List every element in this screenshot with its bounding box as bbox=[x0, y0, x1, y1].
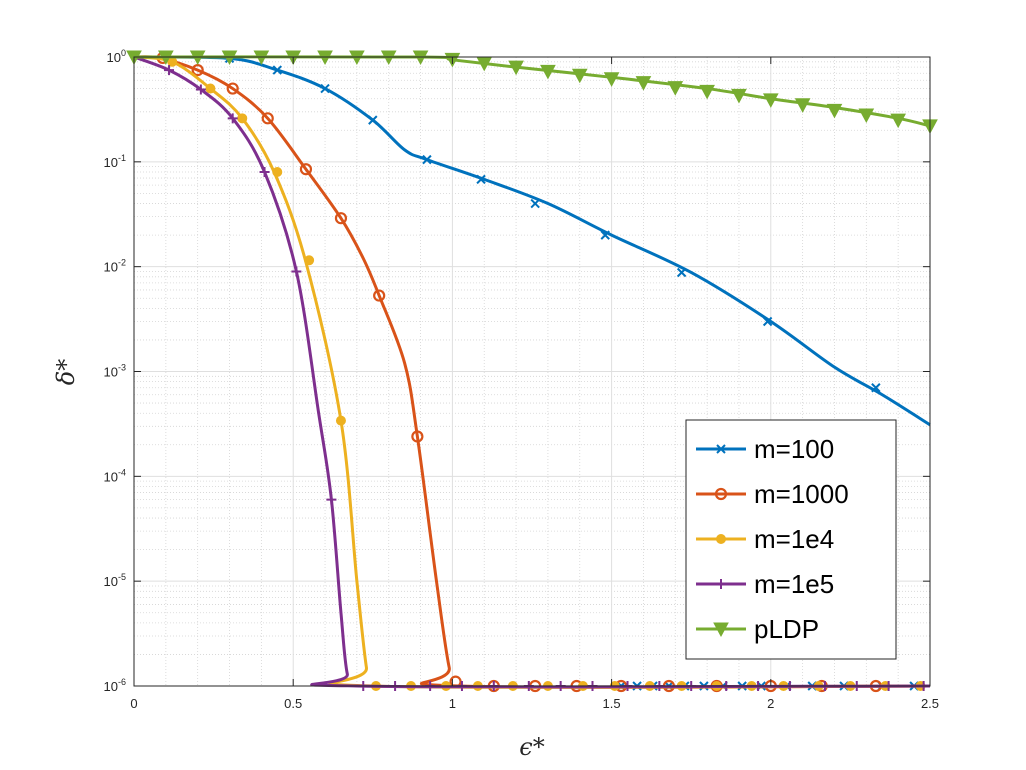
data-point-m-1e5 bbox=[326, 494, 337, 505]
data-point-pldp bbox=[571, 68, 588, 84]
data-point-m-1e4 bbox=[237, 113, 248, 124]
y-tick-label: 10-2 bbox=[104, 258, 126, 275]
legend-marker bbox=[716, 444, 726, 454]
x-tick-label: 2.5 bbox=[921, 696, 939, 711]
data-point-m-1000 bbox=[334, 212, 348, 225]
data-point-pldp bbox=[540, 64, 556, 80]
legend-label: m=1e4 bbox=[754, 524, 834, 554]
data-point-pldp bbox=[858, 108, 875, 124]
legend-item-m-1e5: m=1e5 bbox=[696, 569, 834, 599]
data-point-m-1e4 bbox=[304, 255, 315, 266]
data-point-m-100 bbox=[422, 154, 432, 165]
legend-item-pldp: pLDP bbox=[696, 614, 819, 644]
data-point-m-100 bbox=[600, 230, 610, 240]
y-tick-label: 10-4 bbox=[104, 467, 126, 484]
data-point-pldp bbox=[826, 103, 843, 119]
x-tick-label: 1.5 bbox=[603, 696, 621, 711]
legend-marker bbox=[716, 579, 726, 589]
data-point-m-1e4 bbox=[205, 83, 216, 94]
data-point-m-1e5 bbox=[195, 84, 206, 95]
data-point-m-100 bbox=[762, 316, 773, 327]
x-tick-label: 0.5 bbox=[284, 696, 302, 711]
data-point-pldp bbox=[699, 84, 715, 100]
data-point-m-1e4 bbox=[335, 415, 346, 426]
legend-marker bbox=[716, 534, 726, 544]
data-point-m-1000 bbox=[411, 430, 424, 443]
data-point-m-1000 bbox=[373, 289, 386, 302]
data-point-m-100 bbox=[676, 267, 687, 278]
legend-item-m-100: m=100 bbox=[696, 434, 834, 464]
legend-marker bbox=[714, 487, 728, 501]
y-tick-label: 10-6 bbox=[104, 677, 126, 694]
y-axis-label: δ* bbox=[52, 359, 80, 385]
data-point-m-100 bbox=[871, 383, 881, 393]
data-point-pldp bbox=[667, 81, 684, 96]
x-tick-label: 2 bbox=[767, 696, 774, 711]
data-point-m-1e5 bbox=[259, 166, 270, 177]
data-point-m-100 bbox=[272, 65, 282, 75]
data-point-pldp bbox=[762, 93, 779, 108]
series-m-1000 bbox=[133, 51, 931, 693]
data-point-m-1000 bbox=[261, 112, 274, 125]
data-point-m-1e5 bbox=[291, 266, 302, 277]
data-point-m-100 bbox=[320, 83, 330, 94]
legend-label: m=1000 bbox=[754, 479, 849, 509]
data-point-m-1e5 bbox=[164, 65, 175, 76]
data-point-m-1000 bbox=[299, 163, 313, 176]
data-point-pldp bbox=[731, 88, 747, 104]
data-point-m-100 bbox=[530, 198, 540, 209]
data-point-m-100 bbox=[368, 115, 378, 125]
data-point-m-100 bbox=[476, 174, 486, 185]
ticks: 0 0.5 1 1.5 2 2.5 100 10-1 10-2 10-3 10-4 10-5 10-6 bbox=[104, 48, 940, 711]
y-tick-label: 100 bbox=[107, 48, 126, 65]
legend: m=100 m=1000 m=1e4 m=1e5 pLDP bbox=[685, 419, 897, 660]
data-point-m-1000 bbox=[226, 82, 239, 95]
legend-label: m=100 bbox=[754, 434, 834, 464]
data-point-pldp bbox=[890, 113, 906, 129]
data-point-m-1000 bbox=[191, 63, 204, 77]
series-line-m-100 bbox=[133, 55, 931, 427]
legend-marker bbox=[713, 622, 729, 638]
legend-label: pLDP bbox=[754, 614, 819, 644]
legend-label: m=1e5 bbox=[754, 569, 834, 599]
x-tick-label: 0 bbox=[130, 696, 137, 711]
data-point-pldp bbox=[794, 98, 811, 113]
x-tick-label: 1 bbox=[449, 696, 456, 711]
data-point-m-1e5 bbox=[227, 113, 238, 124]
data-point-pldp bbox=[508, 60, 524, 76]
x-axis-label: ϵ* bbox=[519, 733, 544, 761]
legend-item-m-1e4: m=1e4 bbox=[696, 524, 834, 554]
y-tick-label: 10-3 bbox=[104, 363, 126, 380]
data-point-pldp bbox=[603, 72, 620, 87]
y-tick-label: 10-1 bbox=[104, 153, 126, 170]
legend-item-m-1000: m=1000 bbox=[696, 479, 849, 509]
data-point-pldp bbox=[635, 76, 652, 91]
y-tick-label: 10-5 bbox=[104, 572, 126, 589]
data-point-m-1e4 bbox=[272, 166, 283, 177]
